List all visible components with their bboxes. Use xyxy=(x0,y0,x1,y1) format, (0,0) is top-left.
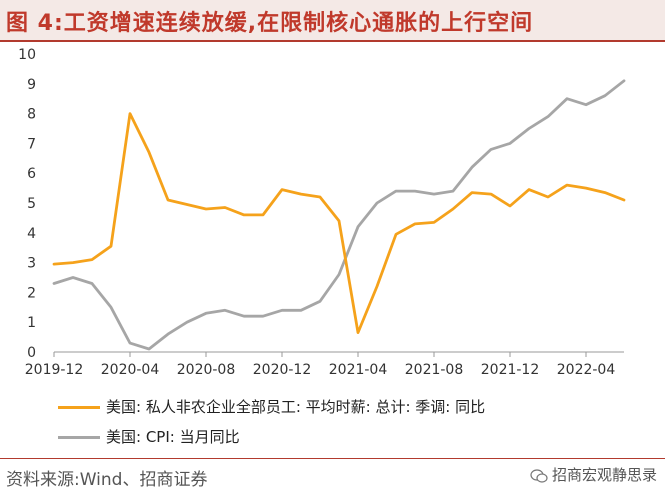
x-tick-label: 2020-12 xyxy=(253,362,312,378)
legend-label-cpi: 美国: CPI: 当月同比 xyxy=(106,428,240,446)
x-tick-label: 2020-04 xyxy=(101,362,160,378)
x-tick-label: 2021-04 xyxy=(329,362,388,378)
series-line-cpi xyxy=(52,79,626,351)
y-tick-label: 9 xyxy=(27,77,36,93)
watermark-text: 招商宏观静思录 xyxy=(551,466,657,484)
wechat-icon xyxy=(530,468,548,483)
line-chart: 0 1 2 3 4 5 6 7 8 9 10 2019-12 2020-04 2020-08 2020-12… xyxy=(18,47,626,378)
y-tick-label: 0 xyxy=(27,345,36,361)
legend-swatch-cpi xyxy=(58,436,100,439)
source-note: 资料来源:Wind、招商证券 xyxy=(6,470,208,490)
y-tick-label: 6 xyxy=(27,166,36,182)
y-tick-label: 10 xyxy=(18,47,36,63)
legend-swatch-wage xyxy=(58,406,100,409)
x-tick-label: 2019-12 xyxy=(25,362,84,378)
legend-label-wage: 美国: 私人非农企业全部员工: 平均时薪: 总计: 季调: 同比 xyxy=(106,398,486,416)
x-tick-label: 2021-12 xyxy=(481,362,540,378)
title-underline xyxy=(0,40,665,42)
title-bar: 图 4:工资增速连续放缓,在限制核心通胀的上行空间 xyxy=(0,0,665,40)
x-tick-label: 2021-08 xyxy=(405,362,464,378)
bottom-rule xyxy=(0,458,665,459)
figure-title: 图 4:工资增速连续放缓,在限制核心通胀的上行空间 xyxy=(6,11,534,36)
y-tick-label: 7 xyxy=(27,136,36,152)
legend-item-wage: 美国: 私人非农企业全部员工: 平均时薪: 总计: 季调: 同比 xyxy=(58,396,485,417)
y-tick-label: 8 xyxy=(27,107,36,123)
y-tick-label: 1 xyxy=(27,315,36,331)
series-line-wage xyxy=(52,112,626,335)
x-tick-label: 2020-08 xyxy=(177,362,236,378)
y-tick-label: 3 xyxy=(27,256,36,272)
y-tick-label: 2 xyxy=(27,285,36,301)
x-tick-label: 2022-04 xyxy=(557,362,616,378)
legend-item-cpi: 美国: CPI: 当月同比 xyxy=(58,426,240,447)
y-tick-label: 4 xyxy=(27,226,36,242)
watermark: 招商宏观静思录 xyxy=(530,464,657,485)
y-tick-label: 5 xyxy=(27,196,36,212)
